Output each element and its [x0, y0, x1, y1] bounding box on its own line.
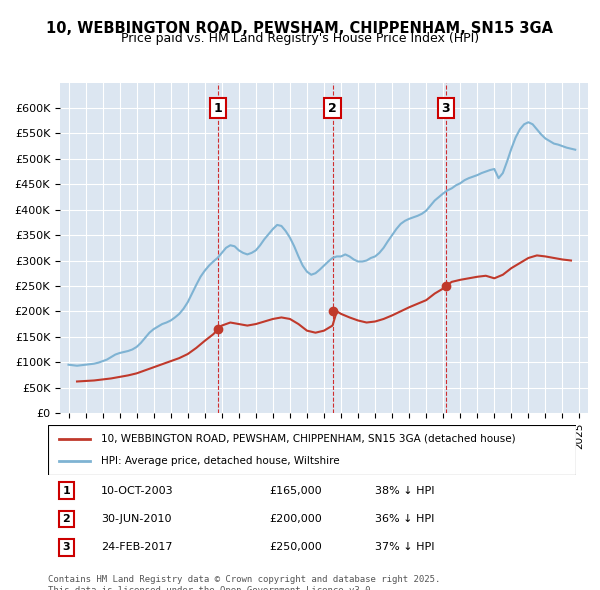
Text: 2: 2: [328, 101, 337, 114]
Text: 2: 2: [62, 514, 70, 524]
Text: 1: 1: [214, 101, 223, 114]
Text: 30-JUN-2010: 30-JUN-2010: [101, 514, 172, 524]
Text: Price paid vs. HM Land Registry's House Price Index (HPI): Price paid vs. HM Land Registry's House …: [121, 32, 479, 45]
Text: £250,000: £250,000: [270, 542, 323, 552]
Text: 10, WEBBINGTON ROAD, PEWSHAM, CHIPPENHAM, SN15 3GA (detached house): 10, WEBBINGTON ROAD, PEWSHAM, CHIPPENHAM…: [101, 434, 515, 444]
Text: £200,000: £200,000: [270, 514, 323, 524]
Text: 1: 1: [62, 486, 70, 496]
Text: 10-OCT-2003: 10-OCT-2003: [101, 486, 173, 496]
Text: 3: 3: [442, 101, 450, 114]
Text: 37% ↓ HPI: 37% ↓ HPI: [376, 542, 435, 552]
Text: 38% ↓ HPI: 38% ↓ HPI: [376, 486, 435, 496]
FancyBboxPatch shape: [48, 425, 576, 475]
Text: £165,000: £165,000: [270, 486, 322, 496]
Text: 3: 3: [62, 542, 70, 552]
Text: 24-FEB-2017: 24-FEB-2017: [101, 542, 172, 552]
Text: HPI: Average price, detached house, Wiltshire: HPI: Average price, detached house, Wilt…: [101, 456, 340, 466]
Text: 36% ↓ HPI: 36% ↓ HPI: [376, 514, 435, 524]
Text: Contains HM Land Registry data © Crown copyright and database right 2025.
This d: Contains HM Land Registry data © Crown c…: [48, 575, 440, 590]
Text: 10, WEBBINGTON ROAD, PEWSHAM, CHIPPENHAM, SN15 3GA: 10, WEBBINGTON ROAD, PEWSHAM, CHIPPENHAM…: [47, 21, 554, 35]
